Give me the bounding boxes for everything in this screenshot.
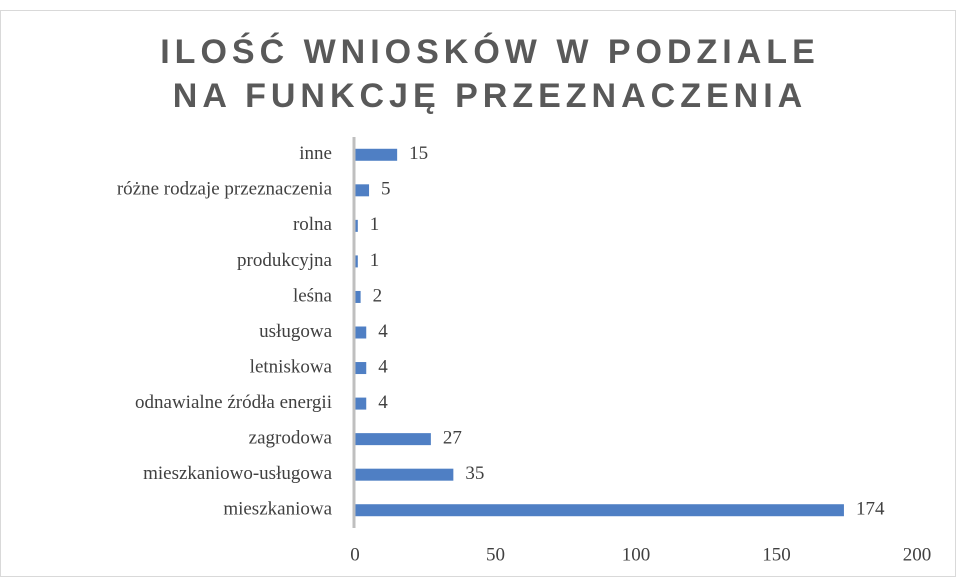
y-tick-label: usługowa <box>259 321 332 342</box>
bar <box>355 184 370 197</box>
data-label: 174 <box>856 499 885 520</box>
x-tick-label: 150 <box>762 544 791 565</box>
y-tick-label: mieszkaniowo-usługowa <box>143 463 332 484</box>
y-tick-label: rolna <box>293 214 333 235</box>
y-tick-label: zagrodowa <box>249 427 333 448</box>
bar <box>355 255 358 268</box>
bar <box>355 290 361 303</box>
data-label: 5 <box>381 179 391 200</box>
bar <box>355 468 454 481</box>
x-tick-label: 50 <box>486 544 505 565</box>
y-tick-label: odnawialne źródła energii <box>135 392 332 413</box>
bar <box>355 504 844 517</box>
bar <box>355 433 431 446</box>
data-label: 1 <box>370 214 380 235</box>
data-label: 27 <box>443 427 462 448</box>
data-label: 1 <box>370 250 380 271</box>
bar <box>355 362 367 375</box>
data-label: 35 <box>465 463 484 484</box>
y-tick-label: inne <box>299 143 332 164</box>
x-tick-label: 100 <box>622 544 651 565</box>
bar <box>355 148 398 161</box>
y-tick-label: różne rodzaje przeznaczenia <box>117 179 333 200</box>
chart-title: ILOŚĆ WNIOSKÓW W PODZIALE NA FUNKCJĘ PRZ… <box>160 33 820 115</box>
data-label: 2 <box>373 285 383 306</box>
bar <box>355 219 358 232</box>
x-tick-label: 200 <box>903 544 932 565</box>
y-tick-label: mieszkaniowa <box>223 499 332 520</box>
data-label: 4 <box>378 392 388 413</box>
data-label: 4 <box>378 356 388 377</box>
y-tick-label: letniskowa <box>250 356 333 377</box>
y-tick-label: produkcyjna <box>237 250 333 271</box>
x-tick-label: 0 <box>350 544 360 565</box>
y-tick-label: leśna <box>293 285 333 306</box>
bar <box>355 397 367 410</box>
chart-border <box>0 10 956 577</box>
data-label: 15 <box>409 143 428 164</box>
bar <box>355 326 367 339</box>
data-label: 4 <box>378 321 388 342</box>
